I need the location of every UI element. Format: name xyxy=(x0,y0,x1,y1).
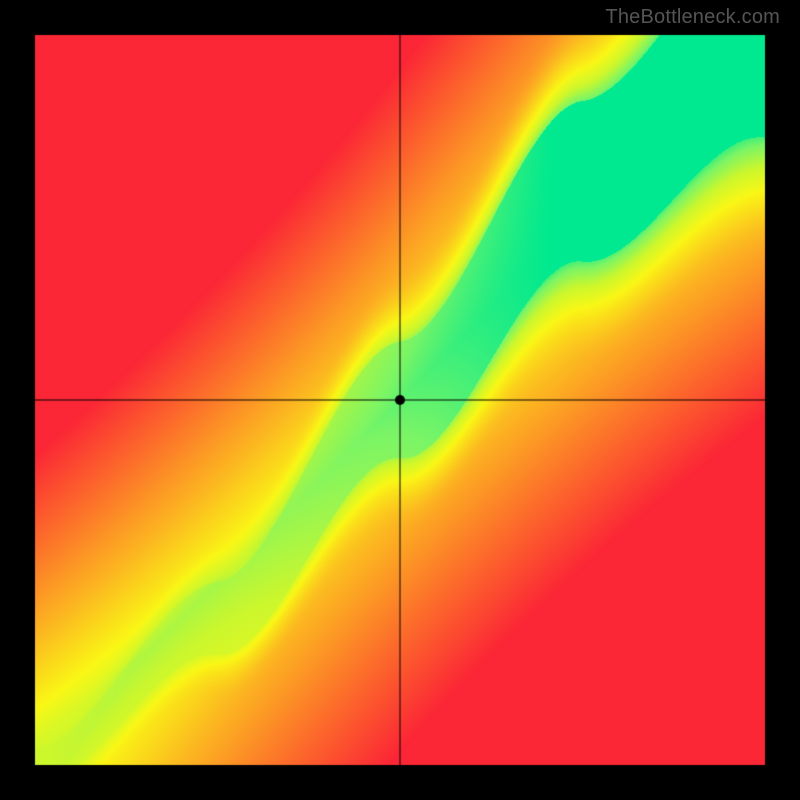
heatmap-canvas xyxy=(0,0,800,800)
chart-container: TheBottleneck.com xyxy=(0,0,800,800)
watermark-text: TheBottleneck.com xyxy=(605,6,780,29)
